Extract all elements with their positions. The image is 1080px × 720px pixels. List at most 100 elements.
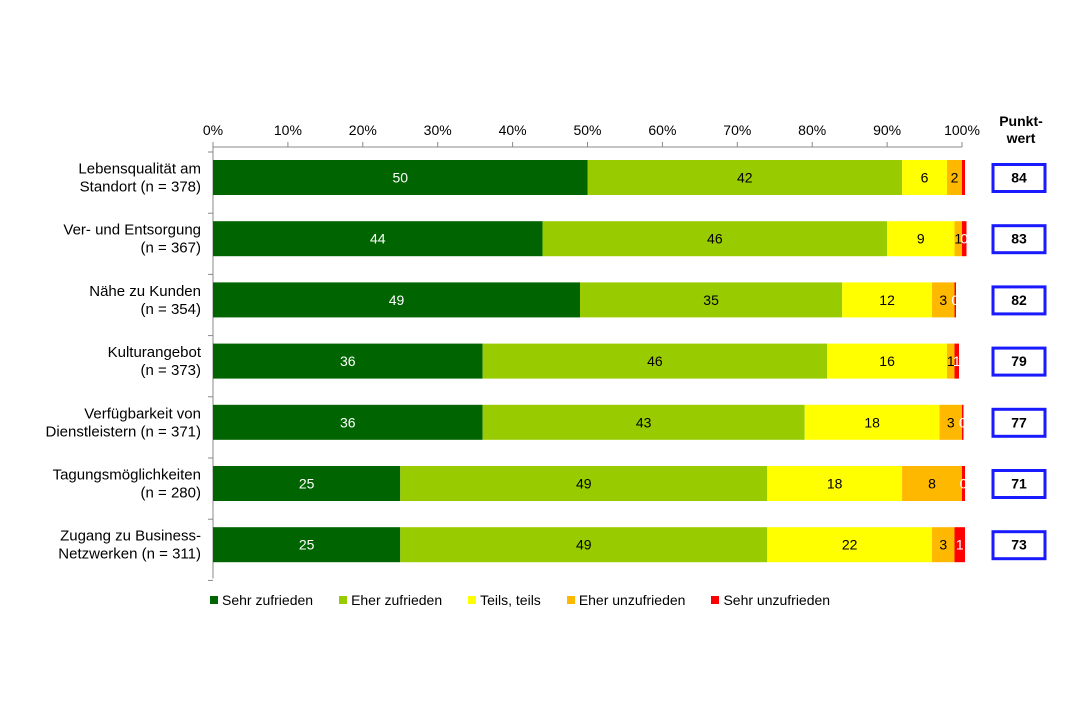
bar-segment-teils-teils — [767, 466, 903, 501]
bar-segment-eher-unzufrieden — [932, 282, 955, 318]
bar-segment-sehr-zufrieden — [213, 343, 483, 379]
data-label: 49 — [576, 537, 592, 553]
x-tick-label: 0% — [203, 122, 223, 138]
category-label: Zugang zu Business-Netzwerken (n = 311) — [58, 528, 201, 563]
legend-item: Eher zufrieden — [339, 592, 442, 608]
data-label: 18 — [827, 476, 843, 492]
data-label: 0 — [960, 476, 968, 492]
x-tick-label: 20% — [349, 122, 377, 138]
legend: Sehr zufrieden Eher zufrieden Teils, teils… — [210, 592, 830, 608]
data-label: 46 — [707, 231, 723, 247]
data-label: 2 — [951, 170, 959, 186]
data-label: 44 — [370, 231, 386, 247]
score-box — [991, 346, 1047, 377]
bar-segment-eher-unzufrieden — [947, 160, 962, 195]
category-label: Verfügbarkeit von Dienstleistern (n = 371… — [46, 405, 202, 440]
data-label: 0 — [959, 414, 967, 430]
score-box — [991, 285, 1047, 316]
bar-segment-teils-teils — [902, 160, 948, 195]
data-label: 16 — [879, 353, 895, 369]
legend-swatch — [711, 596, 720, 604]
x-tick-label: 60% — [648, 122, 676, 138]
bar-segment-sehr-zufrieden — [213, 160, 588, 195]
data-label: 1 — [956, 537, 964, 553]
data-label: 3 — [939, 292, 947, 308]
legend-item: Eher unzufrieden — [566, 592, 686, 608]
data-label: 49 — [576, 476, 592, 492]
data-label: 3 — [947, 414, 955, 430]
bar-segment-teils-teils — [827, 343, 948, 379]
data-label: 1 — [954, 231, 962, 247]
data-label: 35 — [703, 292, 719, 308]
data-label: 25 — [299, 537, 315, 553]
score-box — [991, 163, 1047, 193]
bar-segment-eher-zufrieden — [482, 343, 828, 379]
data-label: 25 — [299, 476, 315, 492]
bar-segment-sehr-unzufrieden — [954, 527, 965, 563]
bar-segment-sehr-unzufrieden — [954, 343, 960, 379]
bar-segment-eher-unzufrieden — [939, 404, 962, 440]
data-label: 1 — [947, 353, 955, 369]
score-value: 82 — [1011, 292, 1027, 308]
bar-segment-eher-zufrieden — [542, 221, 888, 257]
category-label: Lebensqualität am Standort (n = 378) — [78, 161, 201, 196]
bar-segment-sehr-unzufrieden — [962, 404, 964, 440]
data-label: 22 — [842, 537, 858, 553]
category-label: Nähe zu Kunden (n = 354) — [89, 283, 201, 318]
x-tick-label: 50% — [573, 122, 601, 138]
score-header: Punkt-wert — [999, 113, 1043, 146]
legend-swatch — [566, 596, 575, 604]
bar-segment-eher-zufrieden — [400, 466, 768, 501]
category-label: Kulturangebot (n = 373) — [108, 344, 202, 379]
data-label: 1 — [953, 353, 961, 369]
data-label: 18 — [864, 414, 880, 430]
bar-segment-sehr-zufrieden — [213, 282, 581, 318]
category-label: Tagungsmöglichkeiten (n = 280) — [53, 467, 201, 502]
data-label: 36 — [340, 353, 356, 369]
bar-segment-sehr-zufrieden — [213, 404, 483, 440]
data-label: 6 — [921, 170, 929, 186]
legend-label: Eher unzufrieden — [578, 592, 686, 608]
category-label: Ver- und Entsorgung (n = 367) — [63, 222, 201, 257]
legend-label: Sehr unzufrieden — [723, 592, 831, 608]
bar-segment-teils-teils — [767, 527, 933, 563]
data-label: 43 — [636, 414, 652, 430]
bar-segment-teils-teils — [804, 404, 940, 440]
data-label: 36 — [340, 414, 356, 430]
data-label: 46 — [647, 353, 663, 369]
score-value: 83 — [1011, 231, 1027, 247]
legend-swatch — [339, 596, 348, 604]
data-label: 0 — [951, 292, 959, 308]
bar-segment-eher-zufrieden — [400, 527, 768, 563]
score-box — [991, 469, 1047, 499]
score-box — [991, 530, 1047, 561]
x-tick-label: 10% — [274, 122, 302, 138]
data-label: 12 — [879, 292, 895, 308]
bar-segment-eher-zufrieden — [482, 404, 805, 440]
bar-segment-sehr-zufrieden — [213, 466, 401, 501]
legend-item: Teils, teils — [468, 592, 541, 608]
bar-segment-sehr-zufrieden — [213, 221, 543, 257]
data-label: 0 — [960, 231, 968, 247]
legend-label: Teils, teils — [480, 592, 541, 608]
data-label: 8 — [928, 476, 936, 492]
legend-item: Sehr unzufrieden — [711, 592, 830, 608]
score-value: 79 — [1011, 353, 1027, 369]
legend-label: Sehr zufrieden — [222, 592, 314, 608]
bar-segment-teils-teils — [887, 221, 955, 257]
x-tick-label: 30% — [424, 122, 452, 138]
x-tick-label: 70% — [723, 122, 751, 138]
x-tick-label: 40% — [499, 122, 527, 138]
bar-segment-sehr-unzufrieden — [954, 282, 957, 318]
bar-segment-sehr-unzufrieden — [962, 221, 967, 257]
bar-segment-teils-teils — [842, 282, 933, 318]
score-box — [991, 224, 1047, 255]
bar-segment-eher-unzufrieden — [947, 343, 955, 379]
bar-segment-eher-unzufrieden — [902, 466, 962, 501]
x-tick-label: 100% — [944, 122, 980, 138]
score-value: 84 — [1011, 170, 1027, 186]
bar-segment-eher-zufrieden — [580, 282, 843, 318]
score-box — [991, 407, 1047, 438]
bar-segment-eher-unzufrieden — [954, 221, 962, 257]
